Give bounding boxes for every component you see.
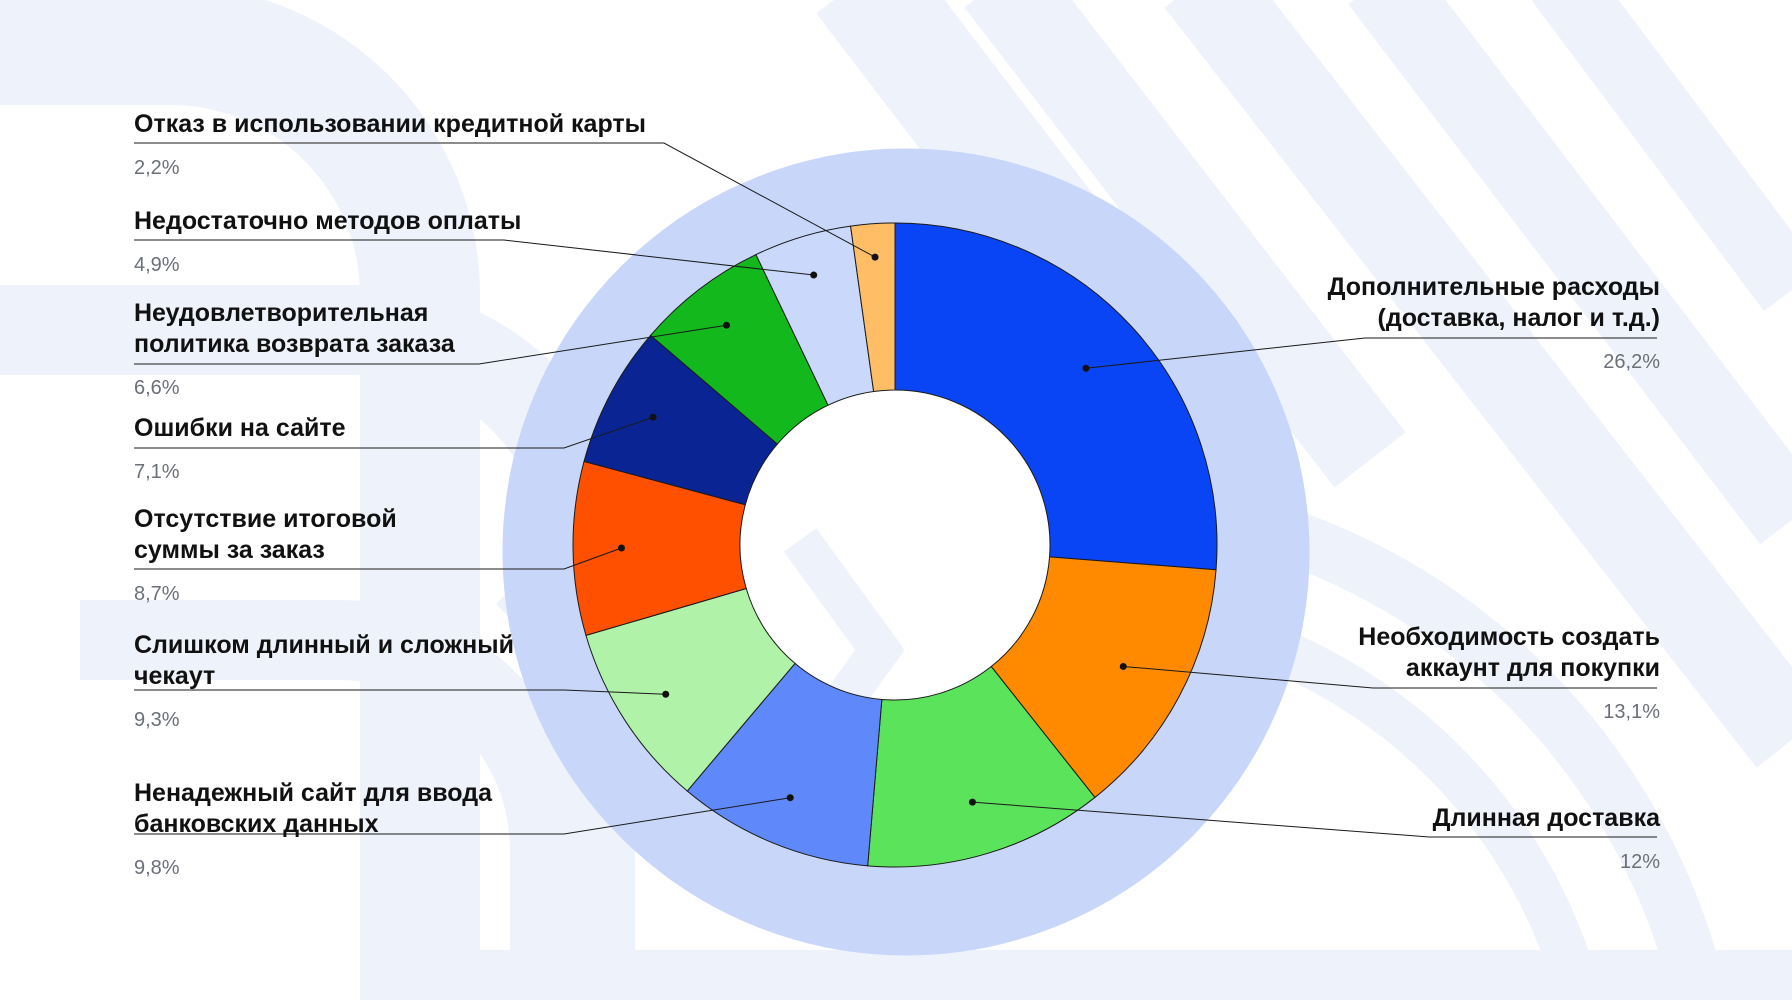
leader-line-unreliable-site	[134, 797, 791, 835]
leader-line-account-required	[1123, 665, 1657, 689]
leader-line-additional-costs	[1085, 337, 1657, 369]
percent-label: 2,2%	[134, 157, 180, 179]
category-label: Ненадежный сайт для ввода банковских данн…	[134, 779, 492, 838]
leader-line-no-total	[134, 547, 622, 570]
leader-line-long-checkout	[134, 689, 666, 695]
category-label: Неудовлетворительная политика возврата за…	[134, 299, 455, 358]
label-account-required: Необходимость создать аккаунт для покупки…	[1300, 622, 1660, 724]
percent-label: 26,2%	[1603, 351, 1660, 373]
leader-dot-payment-methods	[810, 271, 818, 279]
label-long-delivery: Длинная доставка 12%	[1300, 803, 1660, 874]
leader-dot-site-errors	[649, 413, 657, 421]
leader-dot-additional-costs	[1082, 364, 1090, 372]
percent-label: 12%	[1619, 851, 1660, 873]
category-label: Недостаточно методов оплаты	[134, 207, 522, 235]
percent-label: 8,7%	[134, 583, 180, 605]
slice-credit-card-refusal	[850, 222, 896, 393]
category-label: Дополнительные расходы (доставка, налог и…	[1327, 273, 1660, 332]
percent-label: 6,6%	[134, 377, 180, 399]
leader-line-payment-methods	[134, 239, 814, 276]
label-payment-methods: Недостаточно методов оплаты 4,9%	[134, 206, 554, 277]
percent-label: 7,1%	[134, 461, 180, 483]
leader-dot-account-required	[1119, 662, 1127, 670]
leader-line-credit-card-refusal	[134, 142, 876, 258]
percent-label: 9,3%	[134, 709, 180, 731]
category-label: Ошибки на сайте	[134, 414, 346, 442]
leader-dot-unreliable-site	[786, 794, 794, 802]
leader-dot-credit-card-refusal	[871, 253, 879, 261]
slice-long-delivery	[867, 665, 1096, 868]
label-additional-costs: Дополнительные расходы (доставка, налог и…	[1300, 272, 1660, 374]
leader-dot-return-policy	[723, 321, 731, 329]
category-label: Отсутствие итоговой суммы за заказ	[134, 505, 397, 564]
label-unreliable-site: Ненадежный сайт для ввода банковских данн…	[134, 778, 554, 880]
label-site-errors: Ошибки на сайте 7,1%	[134, 413, 554, 484]
category-label: Длинная доставка	[1432, 804, 1660, 832]
percent-label: 4,9%	[134, 254, 180, 276]
leader-line-site-errors	[134, 416, 654, 449]
slice-additional-costs	[894, 222, 1218, 571]
percent-label: 13,1%	[1603, 701, 1660, 723]
category-label: Слишком длинный и сложный чекаут	[134, 631, 514, 690]
label-credit-card-refusal: Отказ в использовании кредитной карты 2,…	[134, 109, 734, 180]
label-long-checkout: Слишком длинный и сложный чекаут 9,3%	[134, 630, 554, 732]
label-no-total: Отсутствие итоговой суммы за заказ 8,7%	[134, 504, 554, 606]
leader-dot-long-checkout	[662, 690, 670, 698]
label-return-policy: Неудовлетворительная политика возврата за…	[134, 298, 554, 400]
category-label: Отказ в использовании кредитной карты	[134, 110, 646, 138]
leader-dot-long-delivery	[968, 798, 976, 806]
leader-line-long-delivery	[972, 801, 1657, 838]
percent-label: 9,8%	[134, 857, 180, 879]
leader-line-return-policy	[134, 324, 727, 365]
leader-dot-no-total	[617, 544, 625, 552]
category-label: Необходимость создать аккаунт для покупки	[1358, 623, 1660, 682]
